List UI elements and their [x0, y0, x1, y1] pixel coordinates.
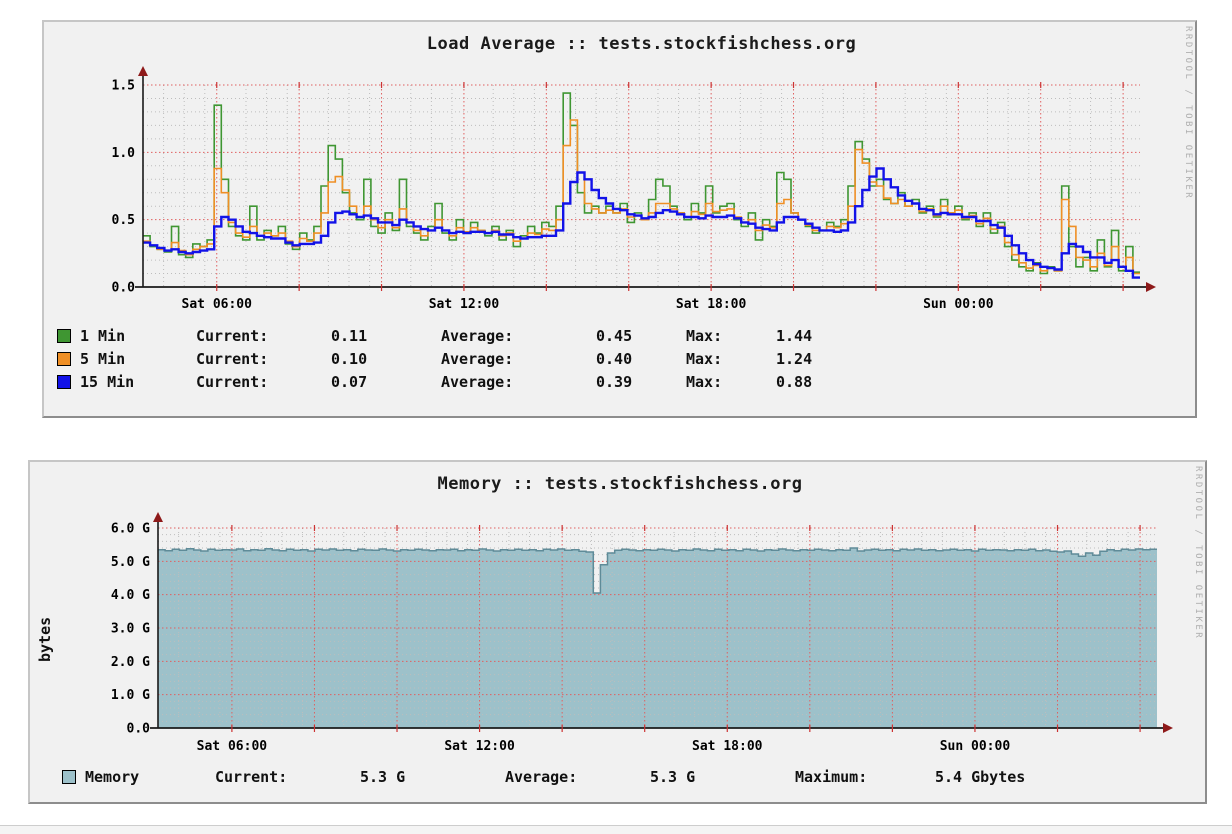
load-average-graph-panel[interactable]: Load Average :: tests.stockfishchess.org… [42, 20, 1197, 418]
svg-text:0.0: 0.0 [112, 281, 136, 296]
legend-current-key: Current: [196, 372, 269, 391]
page-footer-strip [0, 826, 1232, 834]
memory-graph-panel[interactable]: Memory :: tests.stockfishchess.org RRDTO… [28, 460, 1207, 804]
svg-text:6.0 G: 6.0 G [111, 522, 150, 537]
legend-average-value: 0.45 [596, 326, 633, 345]
svg-text:1.0 G: 1.0 G [111, 688, 150, 703]
load-chart-title: Load Average :: tests.stockfishchess.org [426, 34, 857, 54]
svg-text:0.5: 0.5 [112, 213, 135, 228]
legend-label: 15 Min [80, 372, 135, 391]
legend-max-key: Max: [686, 372, 723, 391]
legend-row-15min: 15 Min Current: 0.07 Average: 0.39 Max: … [57, 370, 812, 393]
legend-average-key: Average: [441, 372, 514, 391]
legend-max-key: Maximum: [795, 767, 868, 786]
memory-chart-canvas: 0.0 1.0 G 2.0 G 3.0 G 4.0 G 5.0 G 6.0 G Sat 06:… [111, 512, 1173, 754]
legend-average-value: 0.39 [596, 372, 633, 391]
rrdtool-watermark: RRDTOOL / TOBI OETIKER [1193, 466, 1203, 641]
legend-current-key: Current: [196, 349, 269, 368]
svg-text:5.0 G: 5.0 G [111, 555, 150, 570]
legend-current-value: 0.10 [331, 349, 368, 368]
legend-label: Memory [85, 767, 140, 786]
legend-swatch-5min [57, 351, 71, 366]
legend-max-key: Max: [686, 326, 723, 345]
svg-text:Sat 06:00: Sat 06:00 [197, 739, 268, 754]
svg-text:1.5: 1.5 [112, 79, 135, 94]
svg-text:4.0 G: 4.0 G [111, 588, 150, 603]
legend-label: 1 Min [80, 326, 126, 345]
rrdtool-watermark: RRDTOOL / TOBI OETIKER [1183, 26, 1193, 201]
legend-row-5min: 5 Min Current: 0.10 Average: 0.40 Max: 1… [57, 347, 812, 370]
legend-swatch-memory [62, 769, 76, 784]
legend-swatch-15min [57, 374, 71, 389]
svg-text:Sat 18:00: Sat 18:00 [692, 739, 763, 754]
legend-row-1min: 1 Min Current: 0.11 Average: 0.45 Max: 1… [57, 324, 812, 347]
legend-average-value: 0.40 [596, 349, 633, 368]
legend-current-key: Current: [196, 326, 269, 345]
legend-max-value: 0.88 [776, 372, 813, 391]
legend-max-key: Max: [686, 349, 723, 368]
legend-max-value: 1.24 [776, 349, 813, 368]
legend-current-value: 5.3 G [360, 767, 406, 786]
svg-text:Sat 18:00: Sat 18:00 [676, 297, 747, 312]
legend-current-value: 0.11 [331, 326, 368, 345]
legend-average-key: Average: [441, 349, 514, 368]
legend-swatch-1min [57, 328, 71, 343]
legend-average-key: Average: [505, 767, 578, 786]
svg-text:0.0: 0.0 [127, 722, 151, 737]
legend-current-value: 0.07 [331, 372, 368, 391]
load-legend: 1 Min Current: 0.11 Average: 0.45 Max: 1… [44, 324, 812, 393]
svg-text:Sun 00:00: Sun 00:00 [940, 739, 1011, 754]
legend-max-value: 5.4 Gbytes [935, 767, 1026, 786]
memory-chart-title: Memory :: tests.stockfishchess.org [437, 474, 803, 494]
legend-current-key: Current: [215, 767, 288, 786]
svg-text:1.0: 1.0 [112, 146, 136, 161]
svg-text:3.0 G: 3.0 G [111, 622, 150, 637]
page-footer-divider [0, 825, 1232, 826]
legend-label: 5 Min [80, 349, 126, 368]
legend-average-value: 5.3 G [650, 767, 696, 786]
svg-text:Sun 00:00: Sun 00:00 [923, 297, 994, 312]
load-chart-canvas: 0.0 0.5 1.0 1.5 Sat 06:00 Sat 12:00 Sat 18:00 S… [112, 66, 1156, 312]
svg-text:Sat 12:00: Sat 12:00 [444, 739, 515, 754]
svg-text:Sat 12:00: Sat 12:00 [429, 297, 500, 312]
legend-max-value: 1.44 [776, 326, 813, 345]
legend-row-memory: Memory Current: 5.3 G Average: 5.3 G Max… [62, 765, 1025, 788]
legend-average-key: Average: [441, 326, 514, 345]
svg-text:2.0 G: 2.0 G [111, 655, 150, 670]
svg-text:Sat 06:00: Sat 06:00 [182, 297, 253, 312]
memory-legend: Memory Current: 5.3 G Average: 5.3 G Max… [30, 765, 1025, 788]
